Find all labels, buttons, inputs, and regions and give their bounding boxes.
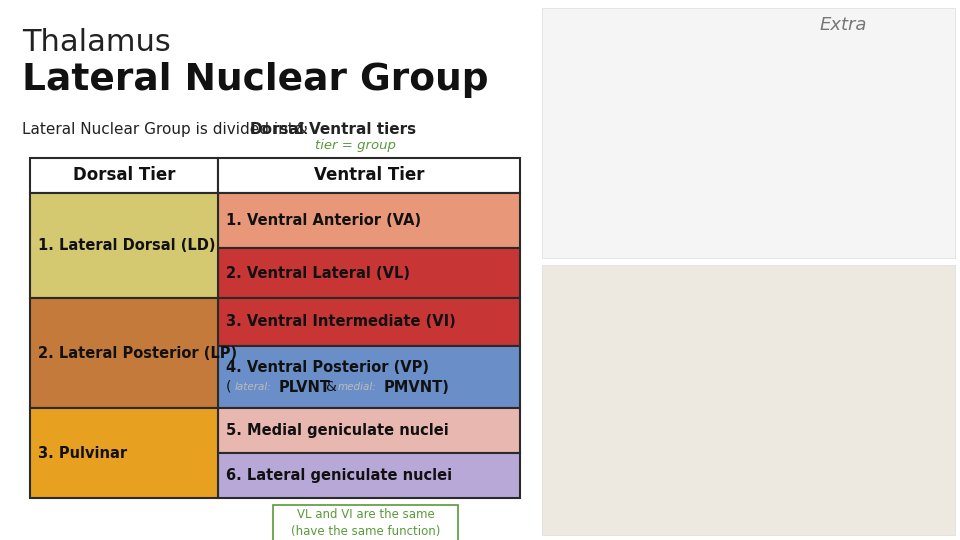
Bar [273, 505, 458, 540]
Bar [218, 346, 520, 408]
Text: Lateral Nuclear Group: Lateral Nuclear Group [22, 62, 489, 98]
Bar [30, 298, 218, 408]
Text: Thalamus: Thalamus [22, 28, 171, 57]
Bar [30, 408, 218, 498]
Text: tier = group: tier = group [315, 139, 396, 152]
Text: 2. Ventral Lateral (VL): 2. Ventral Lateral (VL) [226, 266, 410, 280]
Text: medial:: medial: [338, 382, 376, 392]
Bar [218, 408, 520, 453]
Bar [218, 298, 520, 346]
Text: PMVNT): PMVNT) [384, 380, 450, 395]
Text: Ventral tiers: Ventral tiers [309, 122, 417, 137]
Text: 6. Lateral geniculate nuclei: 6. Lateral geniculate nuclei [226, 468, 452, 483]
Text: Dorsal: Dorsal [250, 122, 304, 137]
Bar [30, 193, 218, 298]
Text: 3. Ventral Intermediate (VI): 3. Ventral Intermediate (VI) [226, 314, 456, 329]
Text: &: & [292, 122, 313, 137]
Bar [218, 193, 520, 248]
Text: 4. Ventral Posterior (VP): 4. Ventral Posterior (VP) [226, 360, 429, 375]
Text: Lateral Nuclear Group is divided into:: Lateral Nuclear Group is divided into: [22, 122, 313, 137]
Text: Ventral Tier: Ventral Tier [314, 166, 424, 185]
Text: PLVNT: PLVNT [279, 380, 331, 395]
Bar [542, 8, 955, 258]
Text: (: ( [226, 380, 231, 394]
Text: VL and VI are the same: VL and VI are the same [297, 509, 434, 522]
Text: &: & [325, 380, 336, 394]
Text: Dorsal Tier: Dorsal Tier [73, 166, 176, 185]
Text: 3. Pulvinar: 3. Pulvinar [38, 446, 127, 461]
Text: 1. Ventral Anterior (VA): 1. Ventral Anterior (VA) [226, 213, 421, 228]
Text: 5. Medial geniculate nuclei: 5. Medial geniculate nuclei [226, 423, 448, 438]
Text: 1. Lateral Dorsal (LD): 1. Lateral Dorsal (LD) [38, 238, 215, 253]
Text: Extra: Extra [820, 16, 868, 34]
Text: lateral:: lateral: [235, 382, 272, 392]
Bar [218, 453, 520, 498]
Bar [542, 265, 955, 535]
Bar [30, 158, 218, 193]
Bar [218, 248, 520, 298]
Text: (have the same function): (have the same function) [291, 525, 441, 538]
Bar [218, 158, 520, 193]
Text: 2. Lateral Posterior (LP): 2. Lateral Posterior (LP) [38, 346, 237, 361]
